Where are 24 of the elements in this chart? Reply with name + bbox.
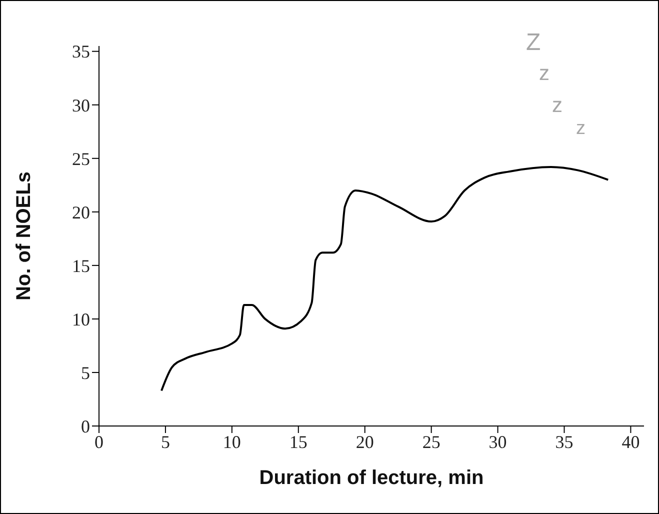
y-tick-label: 30: [72, 95, 90, 116]
x-tick-label: 25: [422, 432, 440, 452]
x-tick-label: 5: [160, 432, 170, 452]
x-tick-label: 0: [94, 432, 104, 452]
y-tick-label: 5: [81, 362, 90, 383]
annotation: Z: [526, 29, 541, 56]
annotation: z: [552, 94, 562, 117]
y-tick-label: 35: [72, 42, 90, 62]
y-tick-label: 25: [72, 148, 90, 169]
x-tick-label: 10: [222, 432, 241, 452]
y-tick-label: 10: [72, 309, 90, 330]
x-tick-label: 40: [622, 432, 640, 452]
annotation: z: [576, 118, 586, 139]
x-axis-title: Duration of lecture, min: [259, 467, 484, 489]
y-tick-label: 0: [81, 416, 90, 436]
annotation: z: [539, 62, 550, 85]
x-tick-label: 20: [356, 432, 374, 452]
y-axis-title: No. of NOELs: [13, 172, 36, 300]
line-series: [160, 166, 610, 392]
x-tick-label: 30: [488, 432, 507, 452]
x-tick-label: 15: [289, 432, 308, 452]
y-tick-label: 15: [72, 256, 90, 276]
x-tick-label: 35: [555, 432, 574, 452]
y-tick-label: 20: [72, 202, 90, 222]
